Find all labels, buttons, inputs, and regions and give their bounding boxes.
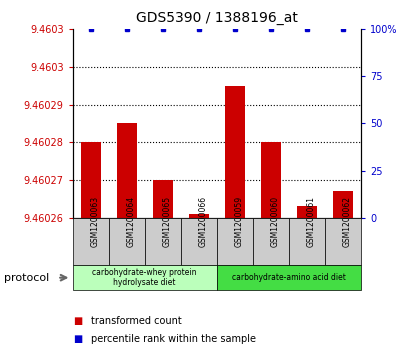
Text: carbohydrate-whey protein
hydrolysate diet: carbohydrate-whey protein hydrolysate di… — [93, 268, 197, 287]
Bar — [81, 142, 100, 218]
Text: GSM1200059: GSM1200059 — [235, 196, 244, 247]
Text: carbohydrate-amino acid diet: carbohydrate-amino acid diet — [232, 273, 346, 282]
Bar — [217, 265, 361, 290]
Bar — [253, 218, 289, 265]
Bar — [225, 86, 245, 218]
Bar — [217, 218, 253, 265]
Bar — [109, 218, 145, 265]
Bar — [145, 218, 181, 265]
Bar — [181, 218, 217, 265]
Text: GSM1200065: GSM1200065 — [163, 196, 172, 247]
Text: GSM1200062: GSM1200062 — [343, 196, 352, 247]
Text: GSM1200061: GSM1200061 — [307, 196, 316, 247]
Bar — [73, 265, 217, 290]
Bar — [189, 214, 209, 218]
Text: ■: ■ — [73, 316, 82, 326]
Bar — [73, 218, 109, 265]
Text: ■: ■ — [73, 334, 82, 344]
Bar — [117, 123, 137, 218]
Bar — [289, 218, 325, 265]
Text: GSM1200060: GSM1200060 — [271, 196, 280, 247]
Title: GDS5390 / 1388196_at: GDS5390 / 1388196_at — [136, 11, 298, 25]
Bar — [297, 207, 317, 218]
Bar — [153, 180, 173, 218]
Text: GSM1200066: GSM1200066 — [199, 196, 208, 247]
Text: percentile rank within the sample: percentile rank within the sample — [91, 334, 256, 344]
Bar — [261, 142, 281, 218]
Text: transformed count: transformed count — [91, 316, 182, 326]
Bar — [325, 218, 361, 265]
Text: GSM1200063: GSM1200063 — [90, 196, 100, 247]
Text: GSM1200064: GSM1200064 — [127, 196, 136, 247]
Bar — [333, 191, 353, 218]
Text: protocol: protocol — [4, 273, 49, 283]
